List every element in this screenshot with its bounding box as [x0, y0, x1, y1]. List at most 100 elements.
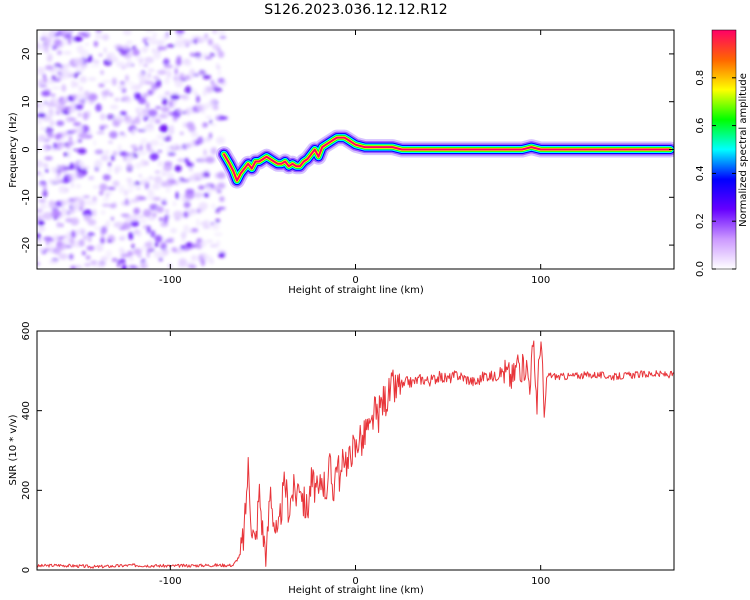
- noise-blob: [119, 234, 127, 240]
- y-tick-label: 0: [21, 567, 32, 573]
- noise-blob: [144, 182, 150, 190]
- noise-blob: [154, 170, 161, 174]
- noise-blob: [110, 155, 115, 161]
- noise-blob: [37, 225, 46, 232]
- noise-blob: [94, 34, 103, 40]
- snr-x-axis-label: Height of straight line (km): [288, 585, 424, 596]
- noise-blob: [193, 192, 204, 198]
- noise-blob: [50, 30, 56, 36]
- noise-blob: [37, 41, 40, 50]
- noise-blob: [110, 216, 115, 221]
- noise-blob: [100, 226, 107, 235]
- noise-blob: [211, 203, 216, 209]
- noise-blob: [67, 38, 72, 45]
- noise-blob: [202, 71, 208, 74]
- snr-ticks: -100 0 100 0 200 400 600: [21, 321, 674, 587]
- noise-blob: [87, 219, 97, 226]
- noise-blob: [44, 37, 52, 45]
- noise-blob: [209, 119, 213, 125]
- noise-blob: [126, 41, 133, 44]
- noise-blob: [74, 207, 79, 213]
- noise-blob: [95, 103, 102, 112]
- noise-blob: [191, 172, 202, 179]
- noise-blob: [73, 57, 83, 66]
- noise-blob: [75, 71, 82, 75]
- noise-blob: [95, 30, 102, 34]
- noise-blob: [37, 102, 47, 108]
- noise-blob: [144, 241, 153, 248]
- noise-blob: [51, 210, 61, 218]
- noise-blob: [54, 33, 60, 37]
- noise-blob: [117, 259, 121, 268]
- noise-blob: [153, 32, 157, 38]
- noise-blob: [107, 239, 112, 243]
- noise-blob: [182, 122, 187, 128]
- noise-blob: [50, 167, 61, 170]
- noise-blob: [63, 166, 73, 170]
- noise-blob: [190, 254, 198, 262]
- noise-blob: [161, 199, 167, 206]
- noise-blob: [53, 38, 62, 47]
- noise-blob: [198, 156, 206, 164]
- noise-blob: [133, 229, 140, 235]
- noise-blob: [81, 95, 89, 99]
- noise-blob: [45, 126, 54, 135]
- noise-blob: [102, 174, 111, 181]
- noise-blob: [210, 79, 215, 85]
- noise-blob: [84, 263, 91, 267]
- noise-blob: [205, 115, 213, 119]
- noise-blob: [175, 191, 179, 200]
- noise-blob: [75, 184, 82, 189]
- noise-blob: [219, 196, 225, 202]
- noise-blob: [62, 105, 66, 112]
- noise-blob: [211, 223, 220, 231]
- noise-blob: [204, 56, 213, 60]
- noise-blob: [148, 175, 154, 181]
- noise-blob: [76, 228, 87, 235]
- noise-blob: [100, 256, 109, 262]
- noise-blob: [46, 54, 53, 63]
- noise-blob: [200, 239, 207, 248]
- noise-blob: [90, 64, 100, 68]
- noise-blob: [109, 104, 119, 110]
- colorbar-tick-label: 0.0: [695, 261, 706, 277]
- noise-blob: [163, 163, 173, 172]
- noise-blob: [196, 208, 201, 214]
- noise-blob: [43, 146, 48, 153]
- noise-blob: [203, 52, 208, 58]
- noise-blob: [174, 165, 182, 172]
- noise-blob: [37, 208, 43, 213]
- noise-blob: [43, 236, 53, 241]
- noise-blob: [104, 150, 110, 155]
- noise-blob: [144, 81, 154, 85]
- noise-blob: [38, 199, 47, 203]
- noise-blob: [118, 185, 125, 194]
- noise-blob: [167, 151, 176, 156]
- noise-blob: [37, 72, 46, 75]
- x-tick-label: -100: [159, 576, 182, 587]
- noise-blob: [79, 76, 88, 83]
- noise-blob: [70, 208, 75, 214]
- noise-blob: [156, 206, 164, 213]
- noise-blob: [168, 130, 175, 135]
- noise-blob: [157, 46, 168, 51]
- noise-blob: [170, 227, 178, 234]
- noise-blob: [133, 207, 140, 215]
- noise-blob: [58, 185, 66, 194]
- noise-blob: [109, 92, 113, 97]
- noise-blob: [168, 100, 174, 108]
- noise-blob: [101, 90, 110, 97]
- noise-blob: [82, 111, 89, 121]
- noise-blob: [92, 209, 97, 217]
- noise-blob: [212, 43, 220, 51]
- noise-blob: [159, 217, 163, 222]
- noise-blob: [114, 167, 119, 175]
- noise-blob: [74, 264, 81, 269]
- noise-blob: [101, 203, 111, 207]
- noise-blob: [128, 232, 134, 240]
- noise-blob: [107, 186, 116, 191]
- noise-blob: [84, 42, 90, 46]
- colorbar-frame: [711, 29, 737, 270]
- noise-blob: [219, 35, 227, 39]
